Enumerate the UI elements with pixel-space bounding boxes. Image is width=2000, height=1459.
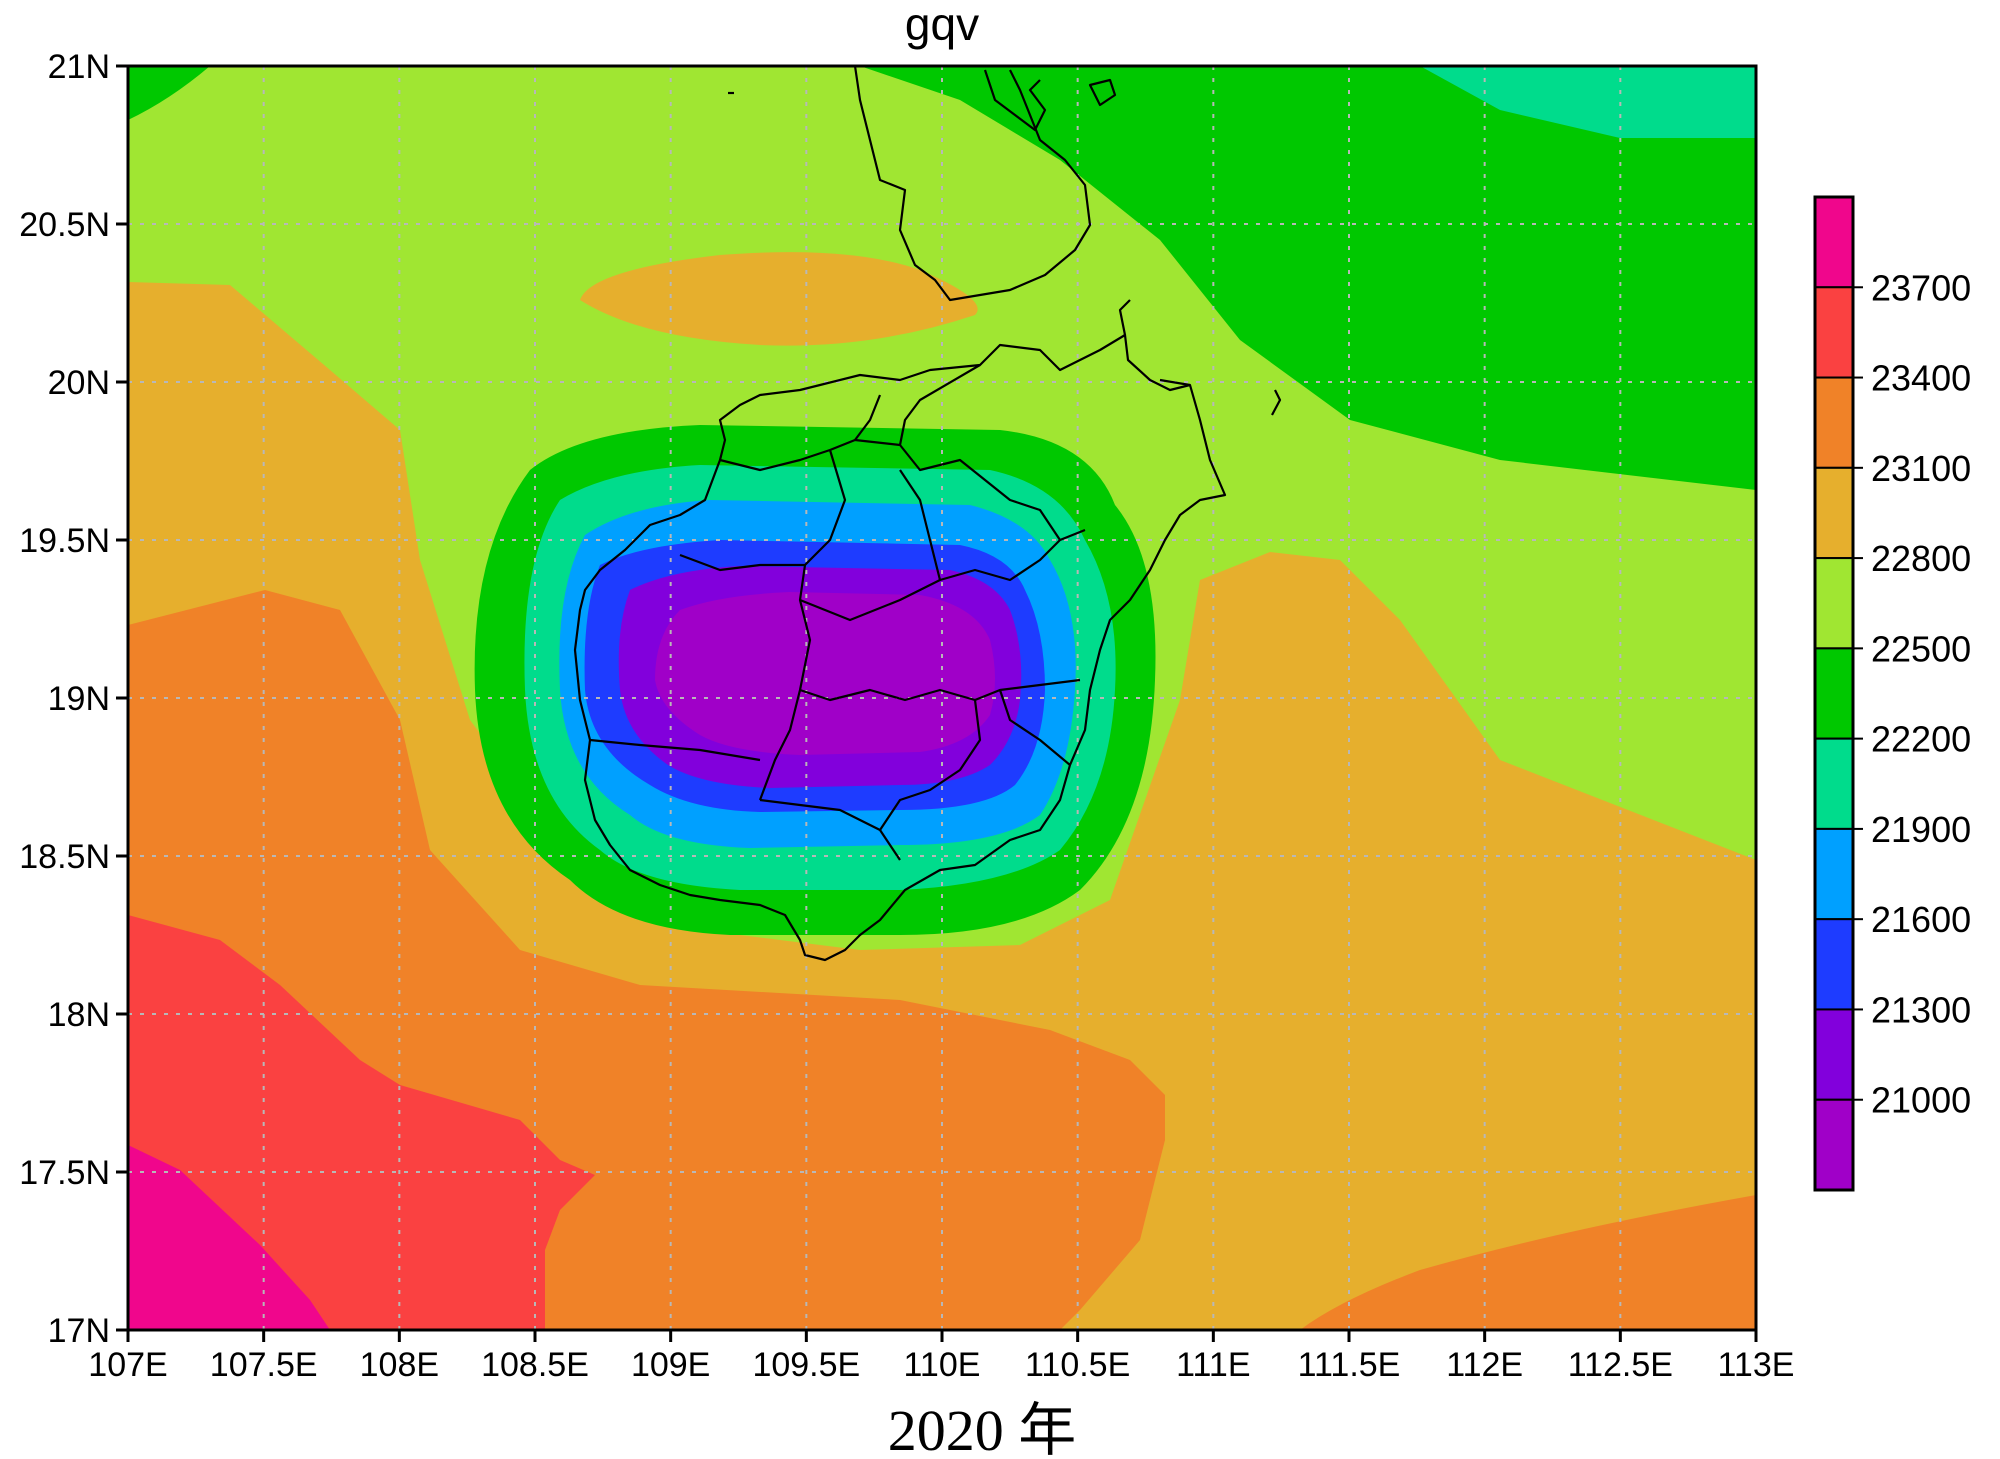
colorbar-swatch <box>1814 918 1854 1011</box>
plot-area <box>128 66 1756 1330</box>
colorbar-label: 21000 <box>1871 1080 1971 1121</box>
x-axis: 107E 107.5E 108E 108.5E 109E 109.5E 110E 110.5E… <box>88 1330 1794 1384</box>
x-tick-label: 110E <box>904 1346 981 1384</box>
y-tick-label: 19N <box>48 680 110 718</box>
colorbar-swatch <box>1814 827 1854 921</box>
y-axis: 17N 17.5N 18N 18.5N 19N 19.5N 20N 20.5N 21N <box>19 48 128 1350</box>
y-tick-label: 18N <box>48 996 110 1034</box>
contour-band-22800-23100-north <box>580 252 978 346</box>
y-tick-label: 17N <box>48 1312 110 1350</box>
contour-band-23400-23700 <box>128 915 595 1330</box>
colorbar-label: 22500 <box>1871 628 1971 669</box>
colorbar-label: 22200 <box>1871 719 1971 760</box>
colorbar-swatch <box>1814 647 1854 740</box>
coastline-outline <box>573 66 1282 962</box>
x-tick-label: 107.5E <box>210 1346 318 1384</box>
y-tick-label: 18.5N <box>19 838 110 876</box>
x-tick-label: 108E <box>360 1346 439 1384</box>
colorbar-swatch <box>1814 376 1854 469</box>
colorbar-label: 23100 <box>1871 448 1971 489</box>
colorbar-label: 22800 <box>1871 538 1971 579</box>
colorbar-label: 21600 <box>1871 899 1971 940</box>
colorbar-frame <box>1813 195 1855 1192</box>
x-tick-label: 107E <box>88 1346 167 1384</box>
x-tick-label: 109.5E <box>752 1346 860 1384</box>
y-tick-label: 17.5N <box>19 1154 110 1192</box>
y-tick-label: 20N <box>48 364 110 402</box>
x-tick-label: 109E <box>631 1346 710 1384</box>
contour-band-22200-22500 <box>128 66 1756 490</box>
colorbar-swatch <box>1814 1098 1854 1192</box>
y-tick-label: 20.5N <box>19 206 110 244</box>
y-tick-label: 19.5N <box>19 522 110 560</box>
map-title: gqv <box>905 0 979 50</box>
colorbar-label: 21900 <box>1871 809 1971 850</box>
colorbar-legend: 23700 23400 23100 22800 22500 22200 21900 21600… <box>1813 195 1971 1192</box>
x-tick-label: 111.5E <box>1298 1346 1401 1384</box>
x-tick-label: 112.5E <box>1568 1346 1673 1384</box>
grid-lines <box>128 66 1756 1330</box>
x-tick-label: 110.5E <box>1025 1346 1130 1384</box>
contour-core-below-21000 <box>655 592 995 755</box>
contour-band-21900-22200-ne <box>1420 66 1756 138</box>
x-tick-label: 108.5E <box>481 1346 589 1384</box>
colorbar-swatch <box>1814 196 1854 289</box>
figure-caption: 2020 年 <box>888 1398 1077 1459</box>
colorbar-swatch <box>1814 286 1854 379</box>
province-boundaries <box>589 299 1131 861</box>
colorbar-label: 23400 <box>1871 358 1971 399</box>
colorbar-swatch <box>1814 466 1854 560</box>
x-tick-label: 111E <box>1176 1346 1250 1384</box>
x-tick-label: 112E <box>1446 1346 1523 1384</box>
x-tick-label: 113E <box>1718 1346 1795 1384</box>
colorbar-label: 21300 <box>1871 989 1971 1030</box>
contour-band-23100-23400-se <box>1300 1195 1756 1330</box>
y-tick-label: 21N <box>48 48 110 86</box>
contour-band-above-23700 <box>128 1145 330 1330</box>
colorbar-swatch <box>1814 557 1854 650</box>
colorbar-swatch <box>1814 1008 1854 1101</box>
colorbar-swatch <box>1814 737 1854 830</box>
colorbar-label: 23700 <box>1871 267 1971 308</box>
